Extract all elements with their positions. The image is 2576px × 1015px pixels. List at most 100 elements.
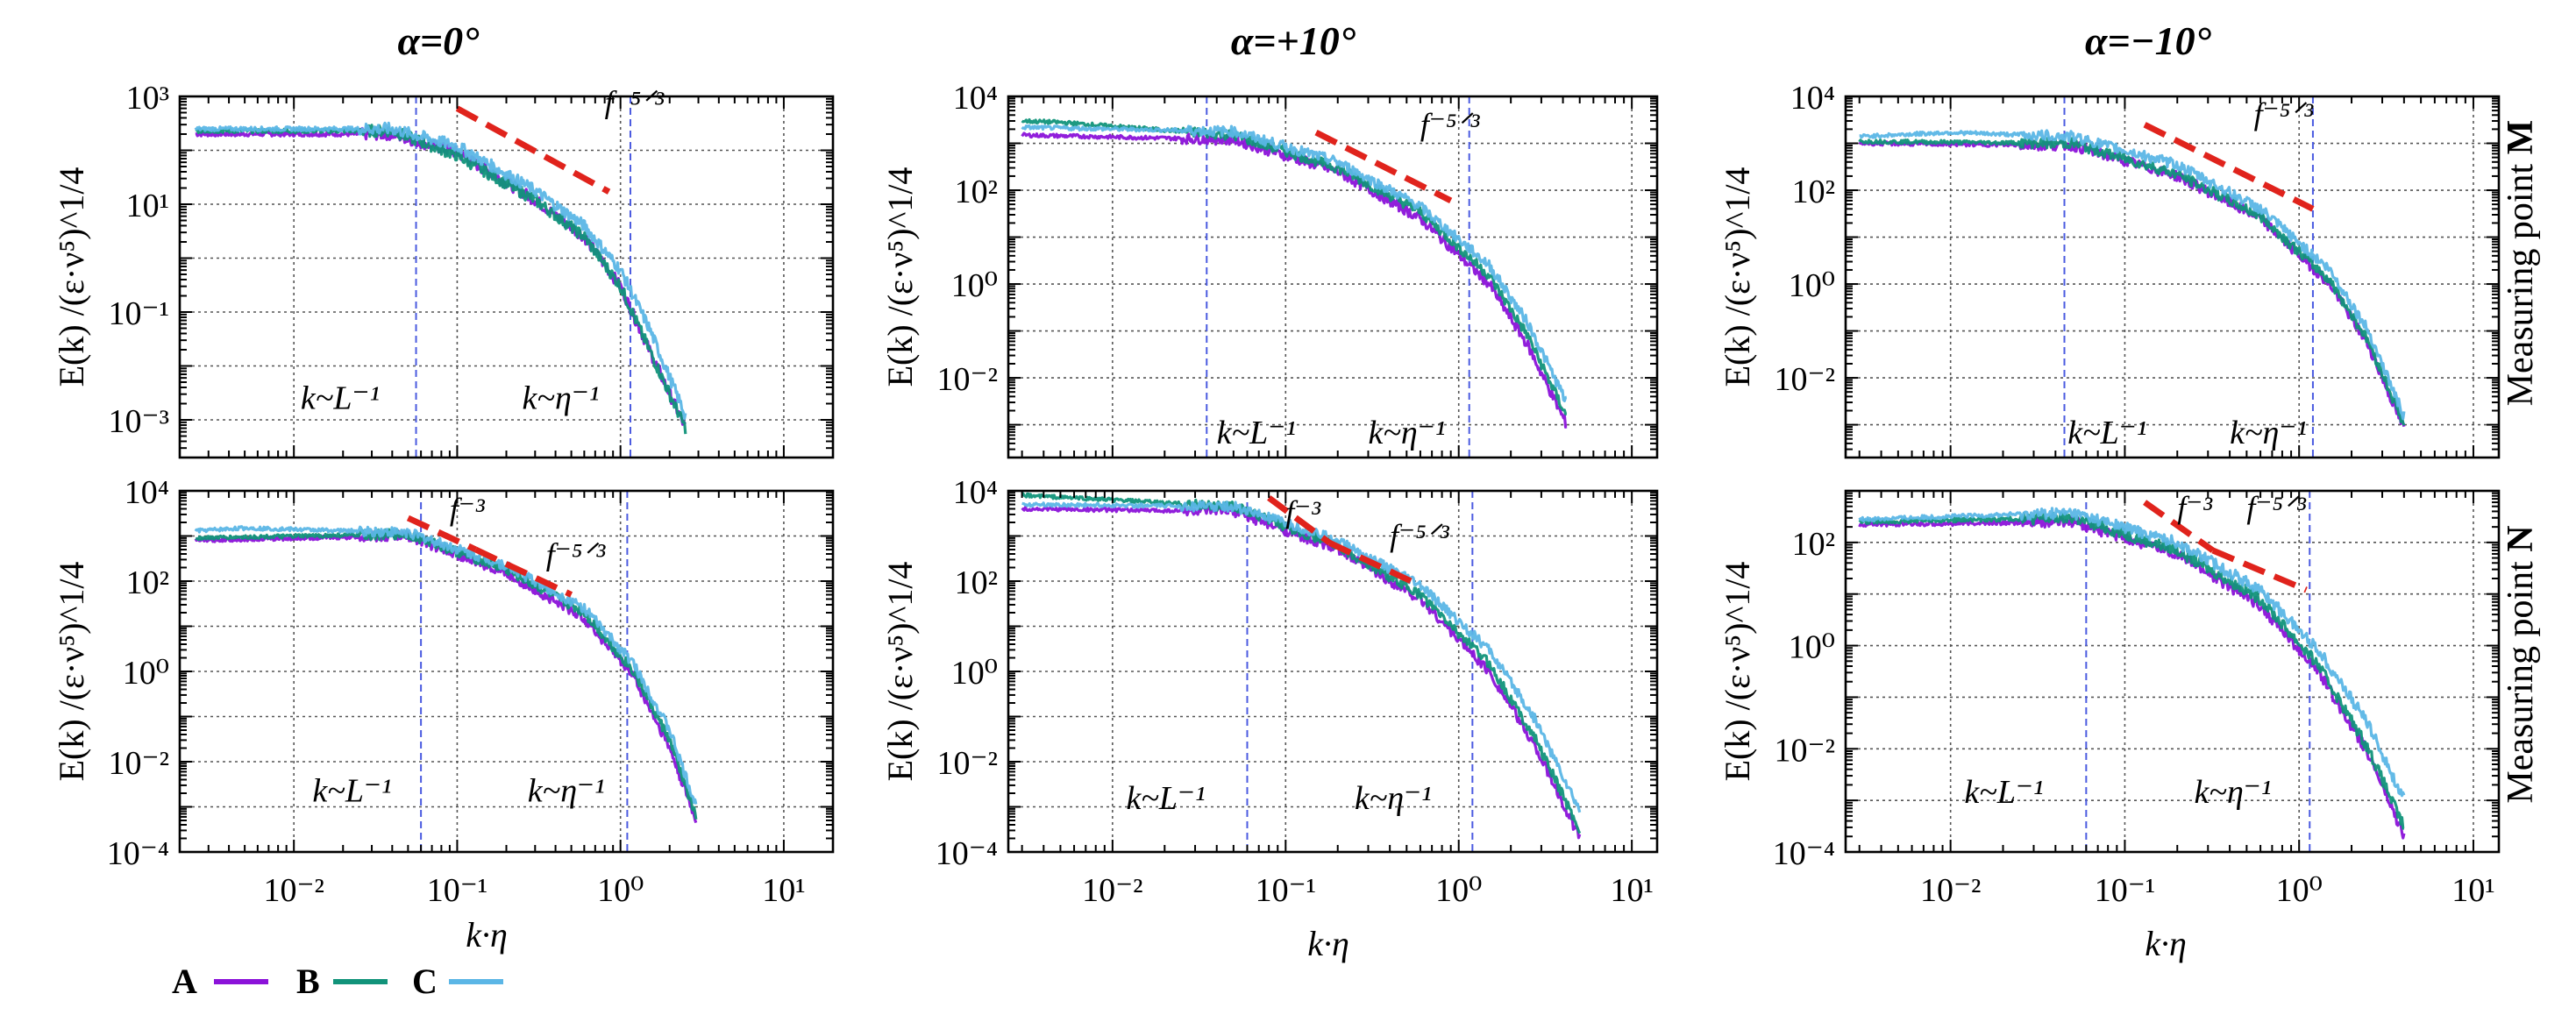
slope-label-1: f⁻⁵ᐟ³	[1390, 518, 1450, 553]
series-C	[194, 525, 698, 805]
y-tick-label: 10²	[955, 174, 998, 210]
y-tick-label: 10⁻²	[937, 361, 998, 398]
legend-label-b: B	[296, 962, 320, 1001]
row-label-m: Measuring point M	[2501, 120, 2541, 407]
series-B	[1021, 117, 1568, 415]
col-title-1: α=+10°	[1231, 18, 1356, 63]
series-C	[1859, 129, 2406, 421]
row-label-n: Measuring point N	[2501, 525, 2541, 803]
x-tick-label: 10⁰	[2276, 872, 2323, 909]
slope-line-1	[1328, 540, 1422, 589]
y-tick-label: 10¹	[126, 188, 169, 224]
series-C	[1858, 507, 2406, 798]
y-tick-label: 10⁰	[1789, 267, 1835, 304]
slope-line-0	[1267, 495, 1332, 546]
y-tick-label: 10²	[1792, 174, 1835, 210]
y-tick-label: 10⁰	[123, 655, 169, 692]
y-axis-label: E(k) /(ε·ν⁵)^1/4	[1718, 562, 1757, 782]
slope-label-0: f⁻³	[450, 492, 486, 527]
x-tick-label: 10¹	[2451, 872, 2494, 909]
y-tick-label: 10⁻⁴	[936, 835, 998, 872]
y-axis-label: E(k) /(ε·ν⁵)^1/4	[52, 562, 91, 782]
legend-label-c: C	[412, 962, 438, 1001]
scale-label-1: k~η⁻¹	[1355, 780, 1432, 817]
panel-M10	[1007, 95, 1659, 459]
legend-label-a: A	[172, 962, 197, 1001]
y-tick-label: 10⁻²	[937, 745, 998, 782]
x-tick-label: 10⁻¹	[2095, 872, 2155, 909]
y-tick-label: 10⁰	[951, 267, 998, 304]
y-tick-label: 10⁴	[953, 80, 998, 117]
x-tick-label: 10⁻¹	[1256, 872, 1316, 909]
y-tick-label: 10⁻²	[109, 745, 169, 782]
series-B	[1858, 511, 2405, 830]
panel-N10	[1007, 489, 1659, 854]
slope-line-0	[2143, 500, 2215, 553]
y-tick-label: 10⁻³	[109, 403, 169, 440]
series-B	[1858, 136, 2406, 426]
slope-line-0	[1314, 130, 1453, 204]
scale-label-0: k~L⁻¹	[312, 773, 391, 810]
series-C	[1021, 500, 1582, 813]
slope-label-0: f⁻³	[1285, 494, 1321, 529]
axes-frame	[1844, 489, 2501, 854]
y-tick-label: 10²	[126, 564, 169, 601]
x-tick-label: 10¹	[1610, 872, 1653, 909]
y-tick-label: 10⁻⁴	[107, 835, 169, 872]
y-axis-label: E(k) /(ε·ν⁵)^1/4	[52, 167, 91, 387]
series-A	[1858, 515, 2406, 840]
scale-label-1: k~η⁻¹	[2230, 415, 2307, 451]
y-tick-label: 10²	[955, 564, 998, 601]
legend: A B C	[172, 962, 503, 1001]
series-A	[1858, 138, 2406, 428]
scale-label-1: k~η⁻¹	[523, 380, 600, 416]
scale-label-1: k~η⁻¹	[1368, 415, 1445, 451]
x-axis-label-1: k·η	[1307, 924, 1349, 963]
y-tick-label: 10⁻¹	[109, 295, 169, 332]
slope-line-0	[406, 515, 478, 553]
y-tick-label: 10⁴	[1790, 80, 1835, 117]
y-axis-label: E(k) /(ε·ν⁵)^1/4	[880, 167, 920, 387]
slope-label-0: f⁻⁵ᐟ³	[605, 85, 665, 120]
scale-label-0: k~L⁻¹	[1964, 774, 2043, 811]
y-tick-label: 10²	[1792, 526, 1835, 563]
x-axis-label-2: k·η	[2145, 924, 2187, 963]
slope-label-0: f⁻³	[2177, 490, 2213, 525]
slope-line-0	[455, 105, 611, 195]
slope-label-1: f⁻⁵ᐟ³	[546, 536, 607, 571]
scale-label-0: k~L⁻¹	[2067, 415, 2146, 451]
col-title-0: α=0°	[397, 18, 480, 63]
y-tick-label: 10⁰	[951, 655, 998, 692]
x-tick-label: 10⁰	[1435, 872, 1482, 909]
series-C	[1021, 124, 1568, 402]
axes-frame	[1844, 95, 2501, 459]
y-tick-label: 10⁰	[1789, 629, 1835, 666]
slope-label-1: f⁻⁵ᐟ³	[2246, 490, 2307, 525]
scale-label-1: k~η⁻¹	[2195, 774, 2272, 811]
y-axis-label: E(k) /(ε·ν⁵)^1/4	[880, 562, 920, 782]
scale-label-0: k~L⁻¹	[1217, 415, 1296, 451]
y-tick-label: 10⁻²	[1775, 732, 1835, 769]
col-title-2: α=−10°	[2085, 18, 2212, 63]
slope-label-0: f⁻⁵ᐟ³	[1420, 107, 1481, 142]
slope-line-1	[474, 546, 573, 598]
slope-label-0: f⁻⁵ᐟ³	[2254, 96, 2315, 131]
series-B	[195, 528, 698, 820]
y-tick-label: 10⁻²	[1775, 361, 1835, 398]
series-C	[194, 121, 687, 421]
y-tick-label: 10⁻⁴	[1773, 835, 1835, 872]
x-tick-label: 10⁻²	[1082, 872, 1142, 909]
y-tick-label: 10⁴	[953, 474, 998, 511]
x-tick-label: 10⁻²	[263, 872, 324, 909]
y-tick-label: 10³	[126, 80, 169, 117]
scale-label-0: k~L⁻¹	[1126, 780, 1205, 817]
x-tick-label: 10⁻²	[1920, 872, 1981, 909]
y-tick-label: 10⁴	[125, 474, 169, 511]
scale-label-0: k~L⁻¹	[301, 380, 380, 416]
panel-M0	[178, 95, 835, 459]
series-A	[1021, 505, 1582, 840]
x-tick-label: 10¹	[762, 872, 805, 909]
panel-Mm10	[1844, 95, 2501, 459]
slope-line-1	[2211, 547, 2308, 593]
